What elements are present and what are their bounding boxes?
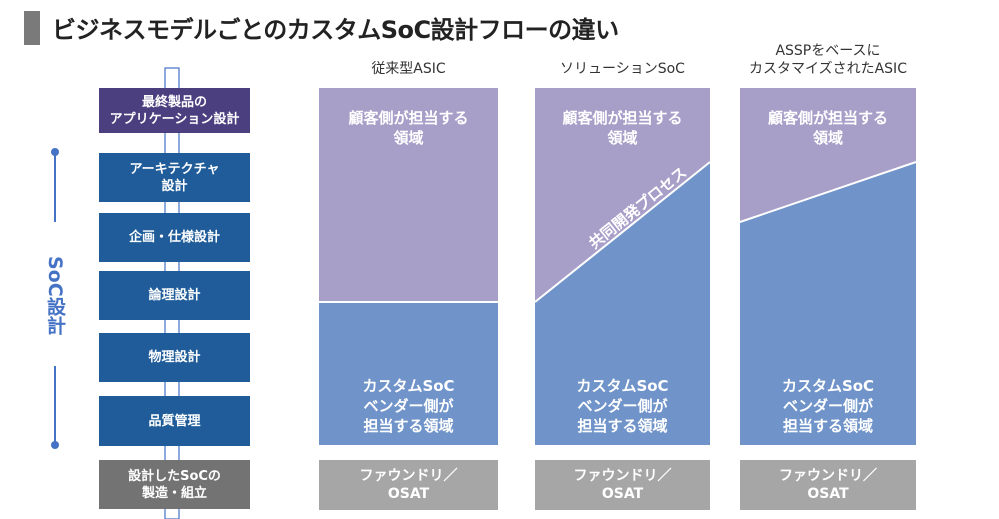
divider-2 <box>534 161 711 303</box>
divider-3 <box>739 161 917 223</box>
step-physical-design: 物理設計 <box>99 333 250 382</box>
column-header-assp-asic: ASSPをベースに カスタマイズされたASIC <box>749 43 907 77</box>
column-header-solution-soc: ソリューションSoC <box>560 61 685 77</box>
foundry-box-3: ファウンドリ／ OSAT <box>740 460 916 510</box>
bracket-dot-top <box>51 148 59 156</box>
vendor-label-2: カスタムSoC ベンダー側が 担当する領域 <box>576 377 669 435</box>
column-header-conventional-asic: 従来型ASIC <box>371 61 446 77</box>
customer-label-3: 顧客側が担当する 領域 <box>767 109 888 147</box>
customer-area-3 <box>740 88 916 222</box>
customer-area-1 <box>319 88 498 302</box>
foundry-box-1: ファウンドリ／ OSAT <box>319 460 498 510</box>
page-title: ビジネスモデルごとのカスタムSoC設計フローの違い <box>52 16 619 44</box>
title-accent-bar <box>24 11 40 45</box>
bracket-dot-bottom <box>51 441 59 449</box>
customer-label-2: 顧客側が担当する 領域 <box>562 109 683 147</box>
vendor-label-1: カスタムSoC ベンダー側が 担当する領域 <box>362 377 455 435</box>
step-planning-spec-design: 企画・仕様設計 <box>99 213 250 262</box>
vendor-label-3: カスタムSoC ベンダー側が 担当する領域 <box>781 377 875 435</box>
step-manufacture-assembly: 設計したSoCの 製造・組立 <box>99 460 250 509</box>
step-logic-design: 論理設計 <box>99 271 250 320</box>
step-quality-control: 品質管理 <box>99 396 250 446</box>
step-application-design: 最終製品の アプリケーション設計 <box>99 88 250 133</box>
customer-area-2 <box>535 88 710 302</box>
step-architecture-design: アーキテクチャ 設計 <box>99 153 250 202</box>
foundry-box-2: ファウンドリ／ OSAT <box>535 460 710 510</box>
soc-design-bracket-label: SoC設計 <box>44 256 66 335</box>
customer-label-1: 顧客側が担当する 領域 <box>348 109 469 147</box>
